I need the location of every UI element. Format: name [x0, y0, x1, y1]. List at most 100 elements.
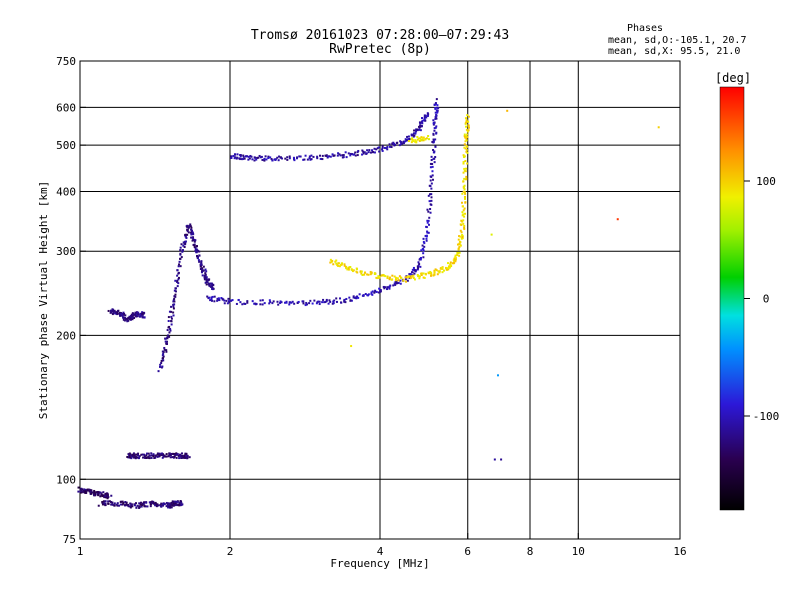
- data-point: [199, 263, 202, 266]
- data-point: [164, 455, 167, 458]
- data-point: [458, 240, 461, 243]
- data-point: [427, 113, 430, 116]
- data-point: [399, 282, 402, 285]
- data-point: [429, 193, 432, 196]
- data-point: [429, 179, 432, 182]
- data-point: [155, 504, 158, 507]
- data-point: [382, 285, 385, 288]
- colorbar: [deg] 100 0 -100: [715, 71, 779, 511]
- data-point: [435, 269, 438, 272]
- data-point: [146, 452, 149, 455]
- data-point: [251, 300, 254, 303]
- data-point: [308, 155, 311, 158]
- data-point: [396, 282, 399, 285]
- data-point: [128, 452, 131, 455]
- data-point: [433, 271, 436, 274]
- data-point: [364, 271, 367, 274]
- data-point: [242, 155, 245, 158]
- data-point: [137, 313, 140, 316]
- data-point: [269, 156, 272, 159]
- data-point: [431, 178, 434, 181]
- data-point: [414, 269, 417, 272]
- data-point: [411, 134, 414, 137]
- data-point: [411, 268, 414, 271]
- data-point: [237, 299, 240, 302]
- data-point: [360, 270, 363, 273]
- data-point: [420, 272, 423, 275]
- data-point: [349, 265, 352, 268]
- data-point: [161, 365, 164, 368]
- data-point: [404, 140, 407, 143]
- data-point: [384, 275, 387, 278]
- data-point: [340, 301, 343, 304]
- data-point: [276, 300, 279, 303]
- x-tick-label: 8: [527, 545, 534, 558]
- data-point: [354, 154, 357, 157]
- data-point: [386, 145, 389, 148]
- data-point: [365, 152, 368, 155]
- data-point: [462, 180, 465, 183]
- data-point: [412, 276, 415, 279]
- data-point: [418, 263, 421, 266]
- data-point: [159, 363, 162, 366]
- data-point: [110, 494, 113, 497]
- data-point: [441, 266, 444, 269]
- data-point: [119, 500, 122, 503]
- data-point: [183, 246, 186, 249]
- data-point: [163, 503, 166, 506]
- x-tick-label: 4: [377, 545, 384, 558]
- data-point: [138, 505, 141, 508]
- data-point: [85, 491, 88, 494]
- data-point: [256, 156, 259, 159]
- data-point: [152, 453, 155, 456]
- data-point: [132, 452, 135, 455]
- data-point: [428, 184, 431, 187]
- data-point: [416, 138, 419, 141]
- y-tick-label: 300: [56, 245, 76, 258]
- data-point: [177, 278, 180, 281]
- data-point: [142, 456, 145, 459]
- data-point: [199, 268, 202, 271]
- data-point: [230, 155, 233, 158]
- phase-stats: Phases mean, sd,O:-105.1, 20.7 mean, sd,…: [608, 23, 746, 57]
- data-point: [432, 149, 435, 152]
- data-point: [176, 453, 179, 456]
- data-point: [129, 454, 132, 457]
- data-point: [217, 297, 220, 300]
- data-point: [446, 262, 449, 265]
- data-point: [138, 315, 141, 318]
- data-point: [182, 244, 185, 247]
- data-point: [415, 128, 418, 131]
- data-point: [304, 154, 307, 157]
- data-point: [216, 297, 219, 300]
- data-point: [411, 275, 414, 278]
- data-point: [160, 361, 163, 364]
- data-point: [454, 254, 457, 257]
- data-point: [165, 455, 168, 458]
- data-point: [349, 152, 352, 155]
- data-point: [427, 210, 430, 213]
- data-point: [118, 504, 121, 507]
- data-point: [377, 291, 380, 294]
- data-point: [161, 504, 164, 507]
- data-point: [402, 140, 405, 143]
- data-point: [333, 299, 336, 302]
- data-point: [210, 298, 213, 301]
- data-point: [450, 264, 453, 267]
- data-point: [423, 118, 426, 121]
- data-point: [383, 287, 386, 290]
- data-point: [375, 148, 378, 151]
- data-point: [463, 133, 466, 136]
- data-point: [339, 154, 342, 157]
- data-point: [433, 157, 436, 160]
- data-point: [174, 290, 177, 293]
- data-point: [370, 292, 373, 295]
- data-point: [158, 454, 161, 457]
- data-point: [343, 264, 346, 267]
- data-point: [192, 243, 195, 246]
- data-point: [369, 270, 372, 273]
- data-point: [113, 504, 116, 507]
- data-point: [381, 274, 384, 277]
- data-point: [129, 316, 132, 319]
- data-point: [161, 350, 164, 353]
